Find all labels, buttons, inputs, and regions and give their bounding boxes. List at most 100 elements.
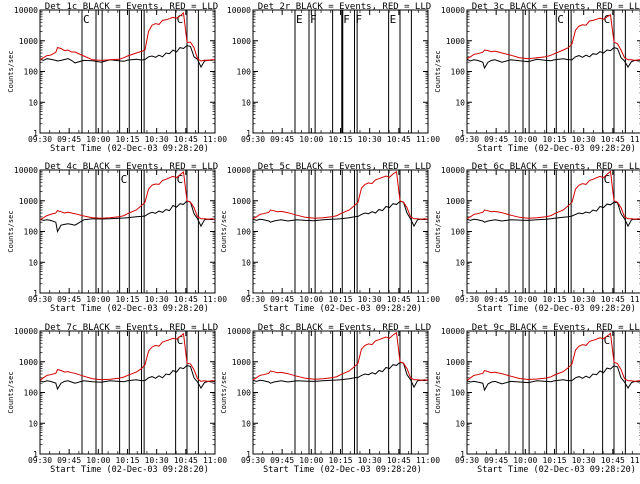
interval-flag: C (177, 13, 184, 26)
x-axis-label: Start Time (02-Dec-03 09:28:20) (50, 465, 209, 475)
y-tick-label: 1 (460, 450, 465, 459)
x-tick-label: 10:30 (145, 135, 169, 144)
x-axis-label: Start Time (02-Dec-03 09:28:20) (50, 304, 209, 314)
y-tick-label: 1 (33, 450, 38, 459)
events-series-line (466, 365, 640, 392)
x-tick-label: 10:00 (299, 456, 323, 465)
x-axis-label: Start Time (02-Dec-03 09:28:20) (50, 144, 209, 154)
panel-title: Det 3c BLACK = Events, RED = LLD (472, 2, 640, 12)
y-tick-label: 100 (451, 68, 466, 77)
x-tick-label: 09:45 (270, 135, 294, 144)
y-tick-label: 10000 (227, 166, 251, 175)
y-tick-label: 1000 (446, 37, 465, 46)
y-tick-label: 10 (241, 419, 251, 428)
y-axis-label: Counts/sec (220, 371, 228, 413)
y-axis-label: Counts/sec (7, 50, 15, 92)
detector-panel-9: Det 9c BLACK = Events, RED = LLD 1 10 100 10… (434, 323, 640, 475)
y-tick-label: 10000 (441, 166, 465, 175)
y-tick-label: 100 (451, 228, 466, 237)
detector-panel-2: Det 2r BLACK = Events, RED = LLD 1 10 100 10… (227, 2, 440, 144)
x-tick-label: 11:00 (203, 456, 227, 465)
x-tick-label: 11:00 (630, 135, 640, 144)
x-tick-label: 09:45 (57, 456, 81, 465)
plot-frame (39, 9, 216, 134)
events-series-line (39, 44, 216, 69)
x-tick-label: 10:30 (145, 456, 169, 465)
detector-panel-4: Det 4c BLACK = Events, RED = LLD 1 10 100 10… (7, 162, 227, 314)
x-axis-label: Start Time (02-Dec-03 09:28:20) (477, 304, 636, 314)
y-tick-label: 1000 (232, 197, 251, 206)
x-tick-label: 10:15 (115, 135, 139, 144)
x-tick-label: 09:45 (484, 135, 508, 144)
y-axis-label: Counts/sec (434, 210, 442, 252)
x-tick-label: 10:15 (328, 135, 352, 144)
lld-series-line (252, 331, 429, 381)
panel-title: Det 8c BLACK = Events, RED = LLD (258, 323, 431, 333)
x-tick-label: 10:30 (572, 135, 596, 144)
detector-panel-8: Det 8c BLACK = Events, RED = LLD 1 10 100 10… (220, 323, 440, 475)
events-series-line (252, 361, 429, 389)
events-series-line (466, 201, 640, 228)
lld-series-line (39, 332, 215, 382)
x-tick-label: 10:00 (299, 135, 323, 144)
y-axis-label: Counts/sec (434, 50, 442, 92)
x-tick-label: 09:30 (28, 456, 52, 465)
detector-panel-3: Det 3c BLACK = Events, RED = LLD 1 10 100 10… (434, 2, 640, 154)
x-tick-label: 11:00 (630, 456, 640, 465)
x-tick-label: 10:45 (601, 456, 625, 465)
x-tick-label: 09:30 (455, 135, 479, 144)
x-tick-label: 10:30 (145, 295, 169, 304)
y-tick-label: 1 (460, 289, 465, 298)
panel-title: Det 1c BLACK = Events, RED = LLD (45, 2, 218, 12)
y-tick-label: 100 (24, 389, 39, 398)
y-tick-label: 1 (246, 450, 251, 459)
x-tick-label: 10:45 (601, 295, 625, 304)
y-tick-label: 1 (246, 129, 251, 138)
x-tick-label: 09:30 (28, 295, 52, 304)
x-tick-label: 09:45 (57, 135, 81, 144)
plot-frame (252, 9, 429, 134)
x-axis-label: Start Time (02-Dec-03 09:28:20) (477, 144, 636, 154)
y-tick-label: 10 (455, 258, 465, 267)
x-tick-label: 10:30 (572, 295, 596, 304)
y-tick-label: 1000 (446, 358, 465, 367)
x-tick-label: 09:45 (57, 295, 81, 304)
y-tick-label: 1 (460, 129, 465, 138)
panel-title: Det 4c BLACK = Events, RED = LLD (45, 162, 218, 172)
x-tick-label: 09:45 (270, 456, 294, 465)
lld-series-line (466, 13, 640, 61)
y-tick-label: 10 (455, 98, 465, 107)
x-tick-label: 09:45 (270, 295, 294, 304)
x-tick-label: 10:45 (174, 135, 198, 144)
events-series-line (39, 364, 216, 391)
y-tick-label: 100 (237, 228, 252, 237)
detector-panel-6: Det 6c BLACK = Events, RED = LLD 1 10 100 10… (434, 162, 640, 314)
interval-flag: C (83, 13, 90, 26)
x-tick-label: 10:30 (358, 456, 382, 465)
events-series-line (39, 200, 216, 233)
interval-flag: C (604, 173, 611, 186)
interval-flag: F (310, 13, 317, 26)
x-tick-label: 09:30 (241, 456, 265, 465)
x-tick-label: 11:00 (416, 135, 440, 144)
panel-title: Det 9c BLACK = Events, RED = LLD (472, 323, 640, 333)
y-tick-label: 100 (451, 389, 466, 398)
x-tick-label: 10:15 (542, 135, 566, 144)
x-tick-label: 10:00 (86, 456, 110, 465)
plot-frame (252, 330, 429, 455)
events-series-line (466, 47, 640, 70)
x-tick-label: 10:15 (542, 295, 566, 304)
x-axis-label: Start Time (02-Dec-03 09:28:20) (263, 465, 422, 475)
y-tick-label: 10 (28, 419, 38, 428)
y-tick-label: 100 (24, 228, 39, 237)
x-tick-label: 10:45 (387, 456, 411, 465)
y-tick-label: 10 (455, 419, 465, 428)
interval-flag: C (177, 334, 184, 347)
panel-title: Det 2r BLACK = Events, RED = LLD (258, 2, 431, 12)
x-tick-label: 10:00 (513, 135, 537, 144)
y-tick-label: 1000 (446, 197, 465, 206)
interval-flag: E (390, 13, 397, 26)
x-tick-label: 09:30 (455, 456, 479, 465)
x-tick-label: 09:30 (455, 295, 479, 304)
